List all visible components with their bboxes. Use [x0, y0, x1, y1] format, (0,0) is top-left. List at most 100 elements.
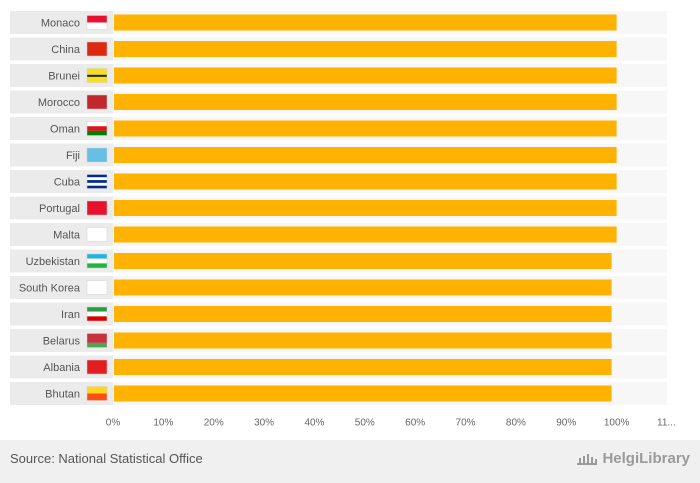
flag-stripe — [87, 342, 107, 348]
flag-border — [86, 200, 108, 216]
flag-stripe — [87, 280, 107, 295]
flag-stripe — [87, 316, 107, 321]
flag-fiji-icon — [86, 147, 108, 163]
flag-belarus-icon — [86, 333, 108, 348]
x-tick-label: 11... — [657, 418, 676, 429]
flag-stripe — [87, 386, 107, 394]
x-tick-label: 40% — [304, 418, 324, 429]
flag-stripe — [87, 76, 107, 83]
category-label-fiji: Fiji — [66, 150, 80, 162]
bar-malta[interactable] — [114, 226, 617, 243]
flag-border — [86, 359, 108, 375]
flag-stripe — [87, 182, 107, 186]
helgilibrary-logo[interactable]: HelgiLibrary — [576, 450, 690, 467]
bar-china[interactable] — [114, 41, 617, 57]
bar-brunei[interactable] — [114, 67, 617, 84]
flag-border — [86, 333, 108, 348]
category-label-belarus: Belarus — [43, 336, 81, 348]
bar-monaco[interactable] — [114, 14, 617, 31]
bar-iran[interactable] — [114, 306, 612, 322]
flag-stripe — [87, 15, 107, 23]
flag-border — [86, 15, 108, 30]
bar-portugal[interactable] — [114, 200, 617, 216]
flag-stripe — [87, 22, 107, 30]
flag-stripe — [87, 95, 107, 109]
category-label-malta: Malta — [53, 230, 81, 242]
flag-stripe — [87, 311, 107, 317]
flag-uzbekistan-icon — [86, 253, 108, 269]
flag-stripe — [87, 333, 107, 343]
bar-uzbekistan[interactable] — [114, 253, 612, 269]
library-building-icon — [577, 453, 598, 465]
bar-fiji[interactable] — [114, 147, 617, 163]
flag-stripe — [87, 185, 107, 189]
flag-stripe — [87, 148, 107, 162]
bar-albania[interactable] — [114, 359, 612, 375]
flag-stripe — [87, 360, 107, 374]
flag-border — [86, 41, 108, 57]
flag-border — [86, 147, 108, 163]
logo-text: HelgiLibrary — [602, 450, 690, 467]
flag-border — [86, 386, 108, 401]
bar-south-korea[interactable] — [114, 279, 612, 296]
flag-border — [86, 306, 108, 322]
category-label-iran: Iran — [61, 309, 80, 321]
flag-border — [86, 94, 108, 110]
category-label-uzbekistan: Uzbekistan — [26, 256, 80, 268]
bar-morocco[interactable] — [114, 94, 617, 110]
flag-stripe — [87, 177, 107, 181]
category-label-morocco: Morocco — [38, 97, 80, 109]
x-tick-label: 30% — [254, 418, 274, 429]
x-tick-label: 60% — [405, 418, 425, 429]
flag-border — [86, 253, 108, 269]
flag-border — [86, 280, 108, 295]
flag-oman-icon — [86, 121, 108, 136]
x-tick-label: 100% — [604, 418, 630, 429]
x-tick-label: 80% — [506, 418, 526, 429]
footer: Source: National Statistical Office Helg… — [0, 440, 700, 483]
flag-stripe — [87, 180, 107, 183]
flag-iran-icon — [86, 306, 108, 322]
category-label-south-korea: South Korea — [19, 283, 81, 295]
x-tick-label: 50% — [355, 418, 375, 429]
flag-monaco-icon — [86, 15, 108, 30]
flag-stripe — [87, 307, 107, 312]
flag-bhutan-icon — [86, 386, 108, 401]
flag-albania-icon — [86, 359, 108, 375]
flag-border — [86, 121, 108, 136]
flag-border — [86, 68, 108, 83]
bar-cuba[interactable] — [114, 173, 617, 190]
flag-stripe — [87, 393, 107, 401]
x-tick-label: 90% — [556, 418, 576, 429]
flag-stripe — [87, 130, 107, 136]
flag-malta-icon — [86, 227, 108, 242]
flag-stripe — [87, 258, 107, 264]
flag-south-korea-icon — [86, 280, 108, 295]
flag-stripe — [87, 227, 107, 242]
category-label-monaco: Monaco — [41, 18, 80, 30]
flag-cuba-icon — [86, 174, 108, 189]
flag-stripe — [87, 174, 107, 178]
flag-morocco-icon — [86, 94, 108, 110]
flag-border — [86, 227, 108, 242]
flag-brunei-icon — [86, 68, 108, 83]
x-tick-label: 0% — [106, 418, 121, 429]
category-label-cuba: Cuba — [54, 177, 81, 189]
flag-stripe — [87, 121, 107, 127]
bar-chart: Monaco China Brunei Morocco Oman Fiji Cuba Port… — [10, 11, 676, 429]
source-note: Source: National Statistical Office — [10, 451, 203, 466]
flag-border — [86, 174, 108, 189]
category-label-oman: Oman — [50, 124, 80, 136]
flag-portugal-icon — [86, 200, 108, 216]
flag-stripe — [87, 263, 107, 268]
category-label-china: China — [51, 44, 81, 56]
x-tick-label: 20% — [204, 418, 224, 429]
bar-belarus[interactable] — [114, 332, 612, 349]
flag-china-icon — [86, 41, 108, 57]
flag-stripe — [87, 42, 107, 56]
bar-bhutan[interactable] — [114, 385, 612, 402]
category-label-brunei: Brunei — [48, 71, 80, 83]
bar-oman[interactable] — [114, 120, 617, 137]
flag-stripe — [87, 68, 107, 75]
x-tick-label: 10% — [153, 418, 173, 429]
